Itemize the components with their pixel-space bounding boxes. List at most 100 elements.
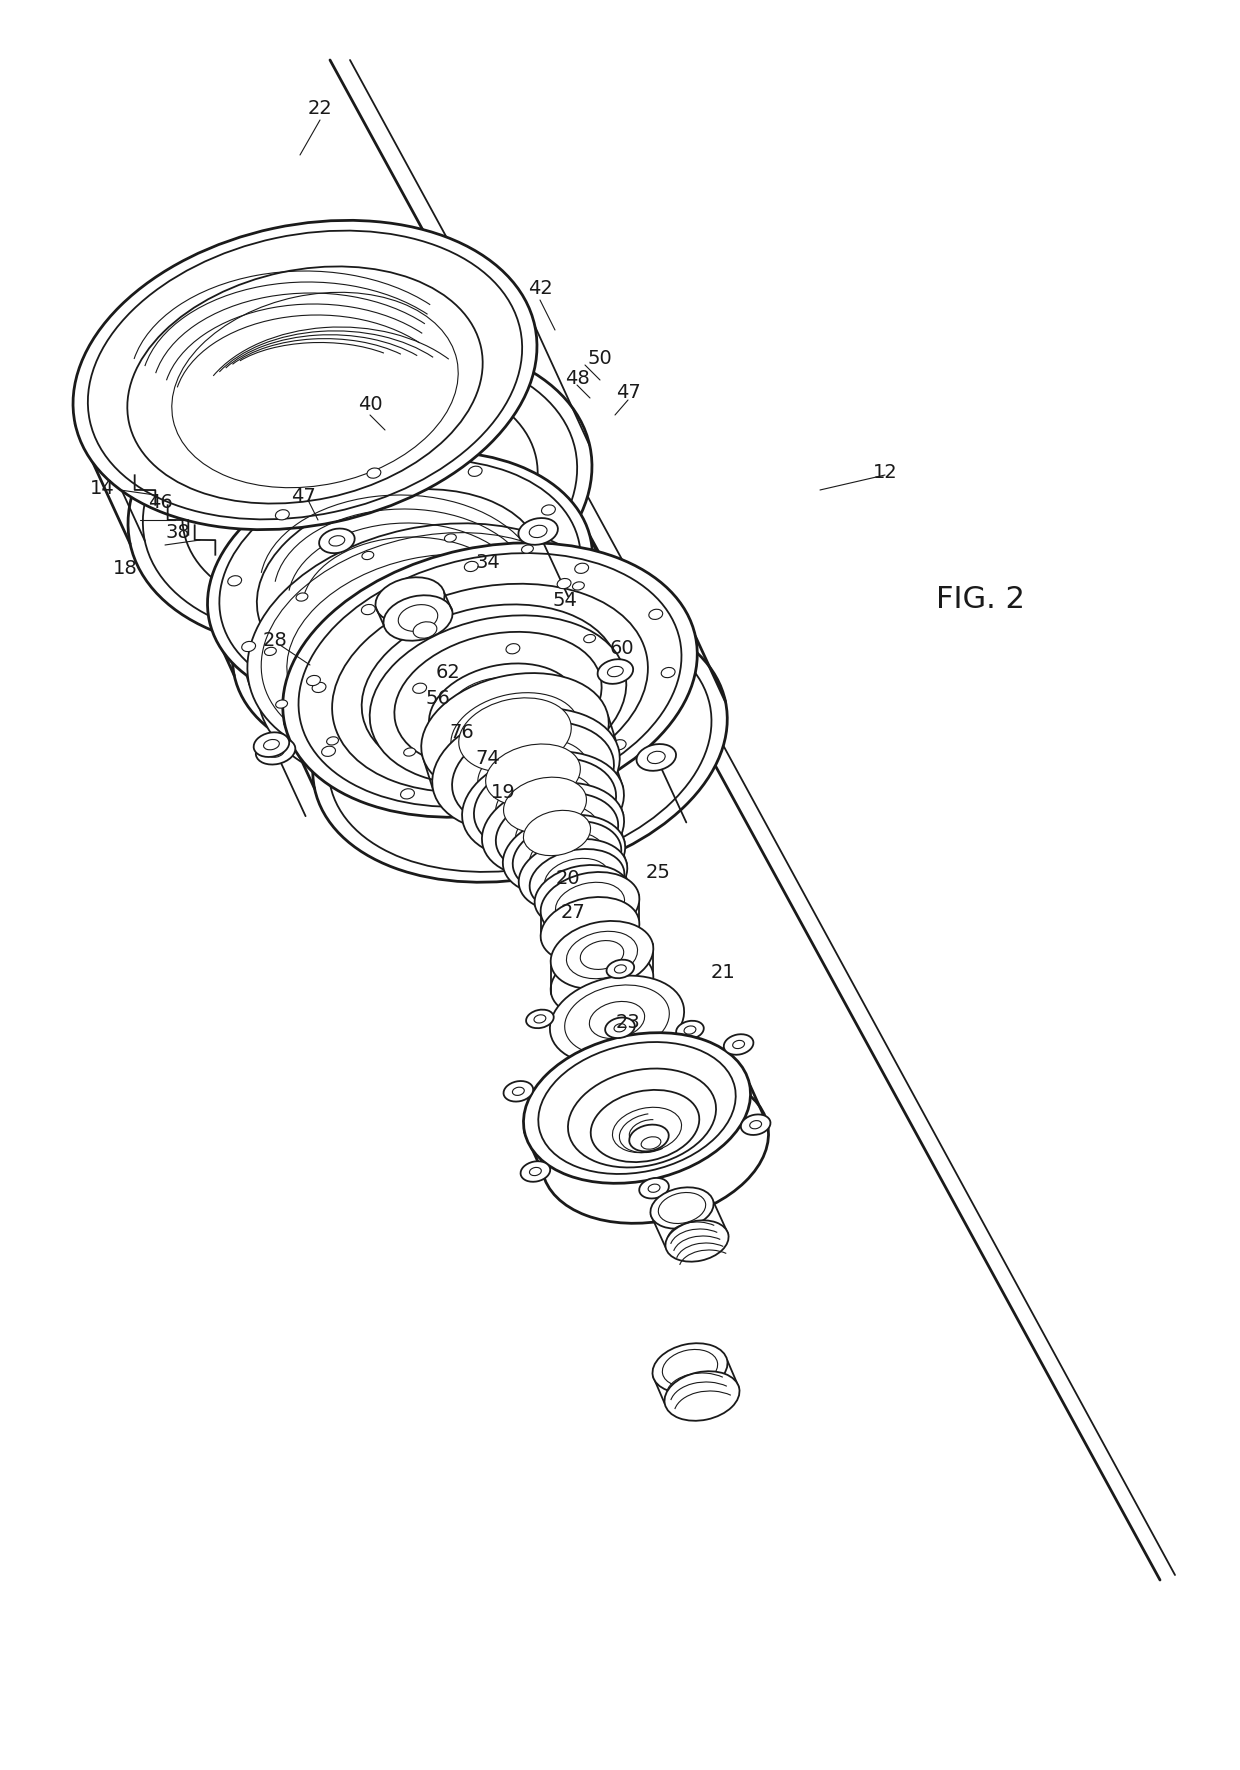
Ellipse shape: [568, 1069, 715, 1168]
Ellipse shape: [394, 632, 601, 768]
Ellipse shape: [733, 1041, 744, 1048]
Ellipse shape: [362, 604, 619, 775]
Ellipse shape: [750, 1120, 761, 1129]
Text: 47: 47: [290, 487, 315, 506]
Text: 34: 34: [476, 552, 501, 572]
Ellipse shape: [248, 524, 613, 766]
Ellipse shape: [541, 897, 640, 963]
Text: 50: 50: [588, 349, 613, 368]
Ellipse shape: [613, 1108, 682, 1152]
Ellipse shape: [580, 940, 624, 970]
Ellipse shape: [477, 738, 588, 811]
Ellipse shape: [529, 526, 547, 538]
Ellipse shape: [724, 1034, 754, 1055]
Text: 74: 74: [476, 749, 501, 768]
Text: 62: 62: [435, 662, 460, 681]
Ellipse shape: [182, 377, 538, 614]
Ellipse shape: [518, 839, 627, 912]
Ellipse shape: [649, 609, 662, 620]
Ellipse shape: [361, 605, 376, 614]
Ellipse shape: [286, 554, 573, 745]
Ellipse shape: [551, 949, 653, 1018]
Ellipse shape: [647, 750, 665, 763]
Ellipse shape: [503, 777, 587, 834]
Ellipse shape: [557, 579, 570, 589]
Ellipse shape: [629, 1124, 668, 1150]
Ellipse shape: [367, 467, 381, 478]
Text: FIG. 2: FIG. 2: [935, 586, 1024, 614]
Ellipse shape: [258, 545, 622, 789]
Ellipse shape: [521, 1161, 551, 1182]
Text: 42: 42: [528, 278, 552, 297]
Ellipse shape: [538, 1043, 735, 1174]
Ellipse shape: [456, 685, 556, 750]
Ellipse shape: [658, 1193, 706, 1223]
Ellipse shape: [232, 506, 618, 765]
Text: 28: 28: [263, 630, 288, 650]
Text: 46: 46: [148, 494, 172, 513]
Ellipse shape: [267, 745, 284, 758]
Ellipse shape: [516, 805, 599, 860]
Text: 19: 19: [491, 784, 516, 802]
Ellipse shape: [529, 850, 625, 912]
Ellipse shape: [496, 793, 619, 873]
Ellipse shape: [523, 811, 590, 855]
Ellipse shape: [401, 789, 414, 798]
Ellipse shape: [613, 740, 626, 750]
Text: 60: 60: [610, 639, 635, 657]
Ellipse shape: [264, 740, 279, 750]
Ellipse shape: [398, 605, 438, 632]
Ellipse shape: [496, 772, 594, 837]
Ellipse shape: [564, 984, 670, 1055]
Ellipse shape: [567, 931, 637, 979]
Ellipse shape: [444, 535, 456, 542]
Ellipse shape: [606, 959, 634, 979]
Ellipse shape: [429, 664, 577, 761]
Text: 38: 38: [166, 524, 191, 542]
Text: 48: 48: [564, 368, 589, 388]
Ellipse shape: [453, 722, 614, 828]
Text: 25: 25: [646, 864, 671, 883]
Ellipse shape: [518, 519, 558, 545]
Text: 56: 56: [425, 689, 450, 708]
Ellipse shape: [676, 1021, 704, 1039]
Text: 20: 20: [556, 869, 580, 887]
Ellipse shape: [262, 533, 599, 758]
Ellipse shape: [652, 1343, 728, 1393]
Ellipse shape: [143, 350, 577, 639]
Ellipse shape: [614, 1023, 626, 1032]
Ellipse shape: [413, 621, 436, 639]
Ellipse shape: [207, 451, 593, 708]
Ellipse shape: [296, 593, 308, 602]
Ellipse shape: [534, 866, 630, 927]
Ellipse shape: [429, 653, 567, 747]
Ellipse shape: [594, 1067, 606, 1076]
Ellipse shape: [362, 552, 373, 559]
Ellipse shape: [413, 683, 427, 694]
Ellipse shape: [506, 644, 520, 653]
Ellipse shape: [254, 733, 289, 758]
Ellipse shape: [544, 858, 610, 901]
Ellipse shape: [264, 648, 277, 655]
Ellipse shape: [312, 681, 326, 692]
Ellipse shape: [573, 582, 584, 589]
Ellipse shape: [740, 1115, 770, 1135]
Ellipse shape: [219, 460, 580, 701]
Ellipse shape: [242, 641, 255, 651]
Ellipse shape: [459, 697, 572, 772]
Ellipse shape: [615, 965, 626, 974]
Ellipse shape: [551, 920, 653, 989]
Text: 21: 21: [711, 963, 735, 982]
Ellipse shape: [665, 1372, 739, 1421]
Ellipse shape: [661, 667, 675, 678]
Text: 23: 23: [615, 1012, 640, 1032]
Ellipse shape: [684, 1027, 696, 1034]
Ellipse shape: [523, 1032, 750, 1184]
Ellipse shape: [275, 510, 289, 520]
Ellipse shape: [321, 747, 336, 756]
Ellipse shape: [512, 821, 621, 894]
Ellipse shape: [549, 975, 684, 1064]
Ellipse shape: [574, 563, 589, 573]
Ellipse shape: [464, 561, 479, 572]
Ellipse shape: [542, 504, 556, 515]
